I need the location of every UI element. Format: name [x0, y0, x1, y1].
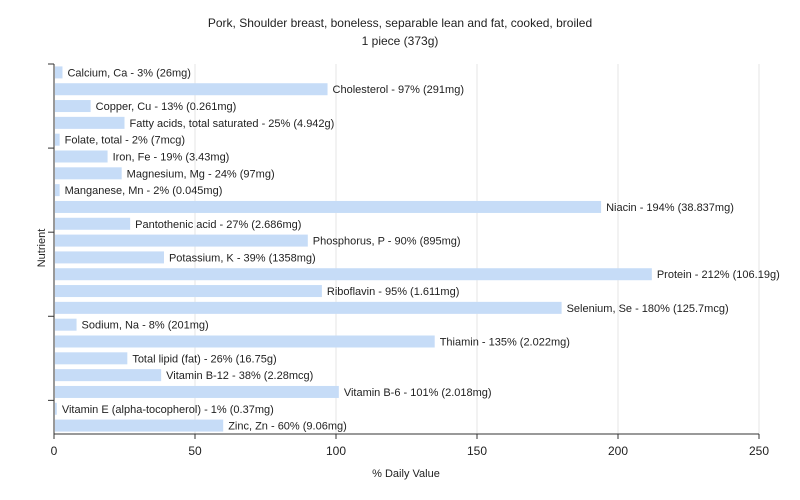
bar-label: Copper, Cu - 13% (0.261mg) [96, 101, 237, 113]
bar-label: Potassium, K - 39% (1358mg) [169, 252, 316, 264]
bar [55, 66, 63, 79]
bar-label: Sodium, Na - 8% (201mg) [82, 320, 209, 332]
bar-label: Vitamin E (alpha-tocopherol) - 1% (0.37m… [62, 404, 274, 416]
x-axis-label: % Daily Value [372, 468, 440, 480]
bar-label: Folate, total - 2% (7mcg) [65, 135, 185, 147]
bar [55, 133, 60, 146]
bar [55, 167, 122, 180]
chart-subtitle: 1 piece (373g) [362, 34, 439, 48]
bar-label: Niacin - 194% (38.837mg) [606, 202, 734, 214]
bar [55, 318, 77, 331]
bar-label: Cholesterol - 97% (291mg) [333, 84, 464, 96]
gridlines [194, 64, 760, 434]
bar-label: Protein - 212% (106.19g) [657, 269, 780, 281]
bar-label: Fatty acids, total saturated - 25% (4.94… [130, 118, 335, 130]
bar-label: Selenium, Se - 180% (125.7mcg) [567, 303, 729, 315]
bar-label: Magnesium, Mg - 24% (97mg) [127, 168, 275, 180]
bar [55, 217, 131, 230]
bar-label: Riboflavin - 95% (1.611mg) [327, 286, 459, 298]
bar [55, 301, 562, 314]
bar [55, 83, 328, 96]
bar-label: Vitamin B-6 - 101% (2.018mg) [344, 387, 492, 399]
bar-label: Vitamin B-12 - 38% (2.28mcg) [166, 370, 313, 382]
x-tick-label: 0 [51, 444, 58, 458]
bar [55, 150, 108, 163]
bar-label: Calcium, Ca - 3% (26mg) [67, 67, 190, 79]
bar [55, 385, 339, 398]
bar [55, 234, 308, 247]
x-tick-label: 200 [608, 444, 628, 458]
chart-title: Pork, Shoulder breast, boneless, separab… [208, 16, 592, 30]
bar [55, 335, 435, 348]
bar [55, 116, 125, 129]
bar-label: Phosphorus, P - 90% (895mg) [313, 236, 461, 248]
bar-label: Zinc, Zn - 60% (9.06mg) [228, 421, 347, 433]
bar-label: Iron, Fe - 19% (3.43mg) [113, 152, 230, 164]
bar [55, 268, 652, 281]
bar [55, 352, 128, 365]
bar [55, 184, 60, 197]
bar-label: Pantothenic acid - 27% (2.686mg) [135, 219, 301, 231]
bar-label: Manganese, Mn - 2% (0.045mg) [65, 185, 223, 197]
bar [55, 402, 57, 415]
bar [55, 369, 162, 382]
x-tick-label: 50 [188, 444, 202, 458]
axes: 0 50 100 150 200 250 [48, 63, 769, 458]
bar [55, 200, 602, 213]
bar [55, 285, 322, 298]
bar-label: Total lipid (fat) - 26% (16.75g) [132, 353, 276, 365]
bar [55, 419, 224, 432]
y-axis-label: Nutrient [36, 229, 48, 268]
x-tick-label: 250 [749, 444, 769, 458]
bar-label: Thiamin - 135% (2.022mg) [440, 337, 570, 349]
x-tick-label: 100 [326, 444, 346, 458]
bars: Calcium, Ca - 3% (26mg) Cholesterol - 97%… [55, 66, 780, 433]
bar [55, 100, 91, 113]
bar [55, 251, 164, 264]
x-tick-label: 150 [467, 444, 487, 458]
